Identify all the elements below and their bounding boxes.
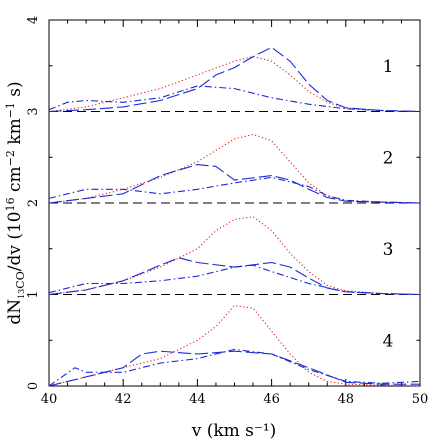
y-tick-label: 3 bbox=[26, 107, 41, 115]
y-axis-label-part: 13 bbox=[17, 289, 26, 299]
x-tick-label: 46 bbox=[263, 392, 280, 407]
series-dashdot-panel-1 bbox=[48, 85, 421, 113]
x-axis-label: v (km s⁻¹) bbox=[191, 421, 277, 441]
series-dashed-panel-1 bbox=[48, 46, 421, 113]
series-dashdot-panel-3 bbox=[48, 264, 421, 296]
y-axis-label-part: cm bbox=[5, 166, 25, 197]
y-tick-label: 4 bbox=[26, 16, 41, 24]
y-axis-label-part: −1 bbox=[4, 102, 17, 118]
y-axis-label-part: −2 bbox=[4, 150, 17, 166]
label-group: 1 2 3 4 bbox=[383, 57, 394, 352]
series-dotted-panel-1 bbox=[48, 56, 421, 113]
panel-baselines bbox=[49, 111, 420, 387]
series-dotted-panel-3 bbox=[48, 216, 421, 296]
x-tick-label: 42 bbox=[115, 392, 132, 407]
series-dashdot-panel-4 bbox=[48, 348, 421, 387]
y-axis-label-part: /dv (10 bbox=[5, 211, 25, 271]
y-tick-label: 1 bbox=[26, 290, 41, 298]
y-axis-label-part: dN bbox=[5, 299, 25, 325]
panel-label: 1 bbox=[383, 57, 394, 77]
series-dashed-panel-2 bbox=[48, 164, 421, 204]
y-tick-label: 0 bbox=[26, 382, 41, 390]
x-tick-label: 44 bbox=[189, 392, 206, 407]
panel-label: 3 bbox=[383, 240, 394, 260]
series-dotted-panel-2 bbox=[48, 133, 421, 204]
y-axis-label-part: s) bbox=[5, 81, 25, 102]
y-axis-label: dN13CO/dv (1016 cm−2 km−1 s) bbox=[4, 81, 27, 324]
series-dotted-panel-4 bbox=[48, 304, 421, 387]
x-tick-label: 50 bbox=[412, 392, 429, 407]
y-axis-label-part: CO bbox=[14, 271, 27, 288]
panel-label: 4 bbox=[383, 331, 394, 351]
y-tick-label: 2 bbox=[26, 199, 41, 207]
series-dashed-panel-3 bbox=[48, 257, 421, 296]
panel-label: 2 bbox=[383, 148, 394, 168]
x-tick-label: 48 bbox=[338, 392, 355, 407]
series-dashed-panel-4 bbox=[48, 350, 420, 387]
x-tick-label: 40 bbox=[41, 392, 58, 407]
y-axis-label-part: 16 bbox=[4, 197, 17, 211]
y-axis-label-part: km bbox=[5, 118, 25, 150]
series-group bbox=[48, 46, 421, 387]
series-dashdot-panel-2 bbox=[48, 176, 421, 204]
